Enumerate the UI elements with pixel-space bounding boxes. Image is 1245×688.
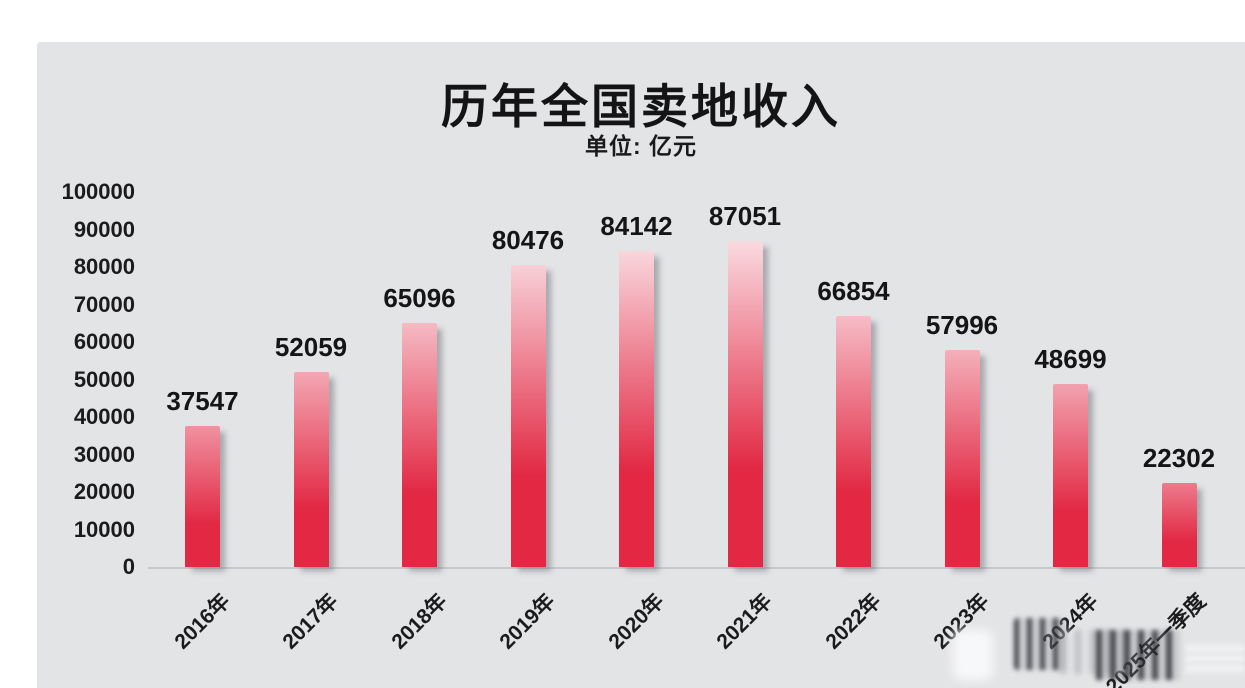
y-axis-tick-label: 0 xyxy=(122,554,135,579)
bar xyxy=(619,251,654,567)
y-axis-tick-label: 30000 xyxy=(73,441,135,467)
bar-value-label: 22302 xyxy=(1142,443,1216,474)
bar xyxy=(1161,483,1197,567)
y-axis-tick-label: 20000 xyxy=(73,479,135,504)
bar xyxy=(944,349,980,567)
y-axis-tick-label: 10000 xyxy=(73,516,135,542)
bar xyxy=(727,240,763,567)
bar xyxy=(836,316,871,567)
bar-value-label: 84142 xyxy=(600,211,673,242)
bar xyxy=(185,426,220,567)
bar xyxy=(402,322,437,567)
y-axis-tick-label: 100000 xyxy=(61,179,135,204)
chart-title: 历年全国卖地收入 xyxy=(441,80,841,133)
bar-value-label: 80476 xyxy=(491,225,565,256)
y-axis-tick-label: 60000 xyxy=(73,329,135,354)
y-axis-tick-label: 50000 xyxy=(73,366,135,392)
bar-value-label: 37547 xyxy=(166,386,239,417)
bar-value-label: 57996 xyxy=(925,309,999,340)
x-axis-line xyxy=(148,567,1245,569)
bar-value-label: 52059 xyxy=(274,331,348,362)
bar xyxy=(293,371,329,567)
bar-value-label: 66854 xyxy=(817,276,890,307)
y-axis-tick-label: 90000 xyxy=(73,216,135,242)
bar xyxy=(1053,384,1088,567)
y-axis-tick-label: 40000 xyxy=(73,404,135,429)
y-axis-tick-label: 80000 xyxy=(73,254,135,279)
bar xyxy=(510,265,546,567)
bar-value-label: 65096 xyxy=(383,282,456,313)
bar-value-label: 48699 xyxy=(1034,344,1107,375)
y-axis-tick-label: 70000 xyxy=(73,291,135,317)
chart-subtitle: 单位: 亿元 xyxy=(584,133,698,159)
bar-value-label: 87051 xyxy=(708,200,782,231)
